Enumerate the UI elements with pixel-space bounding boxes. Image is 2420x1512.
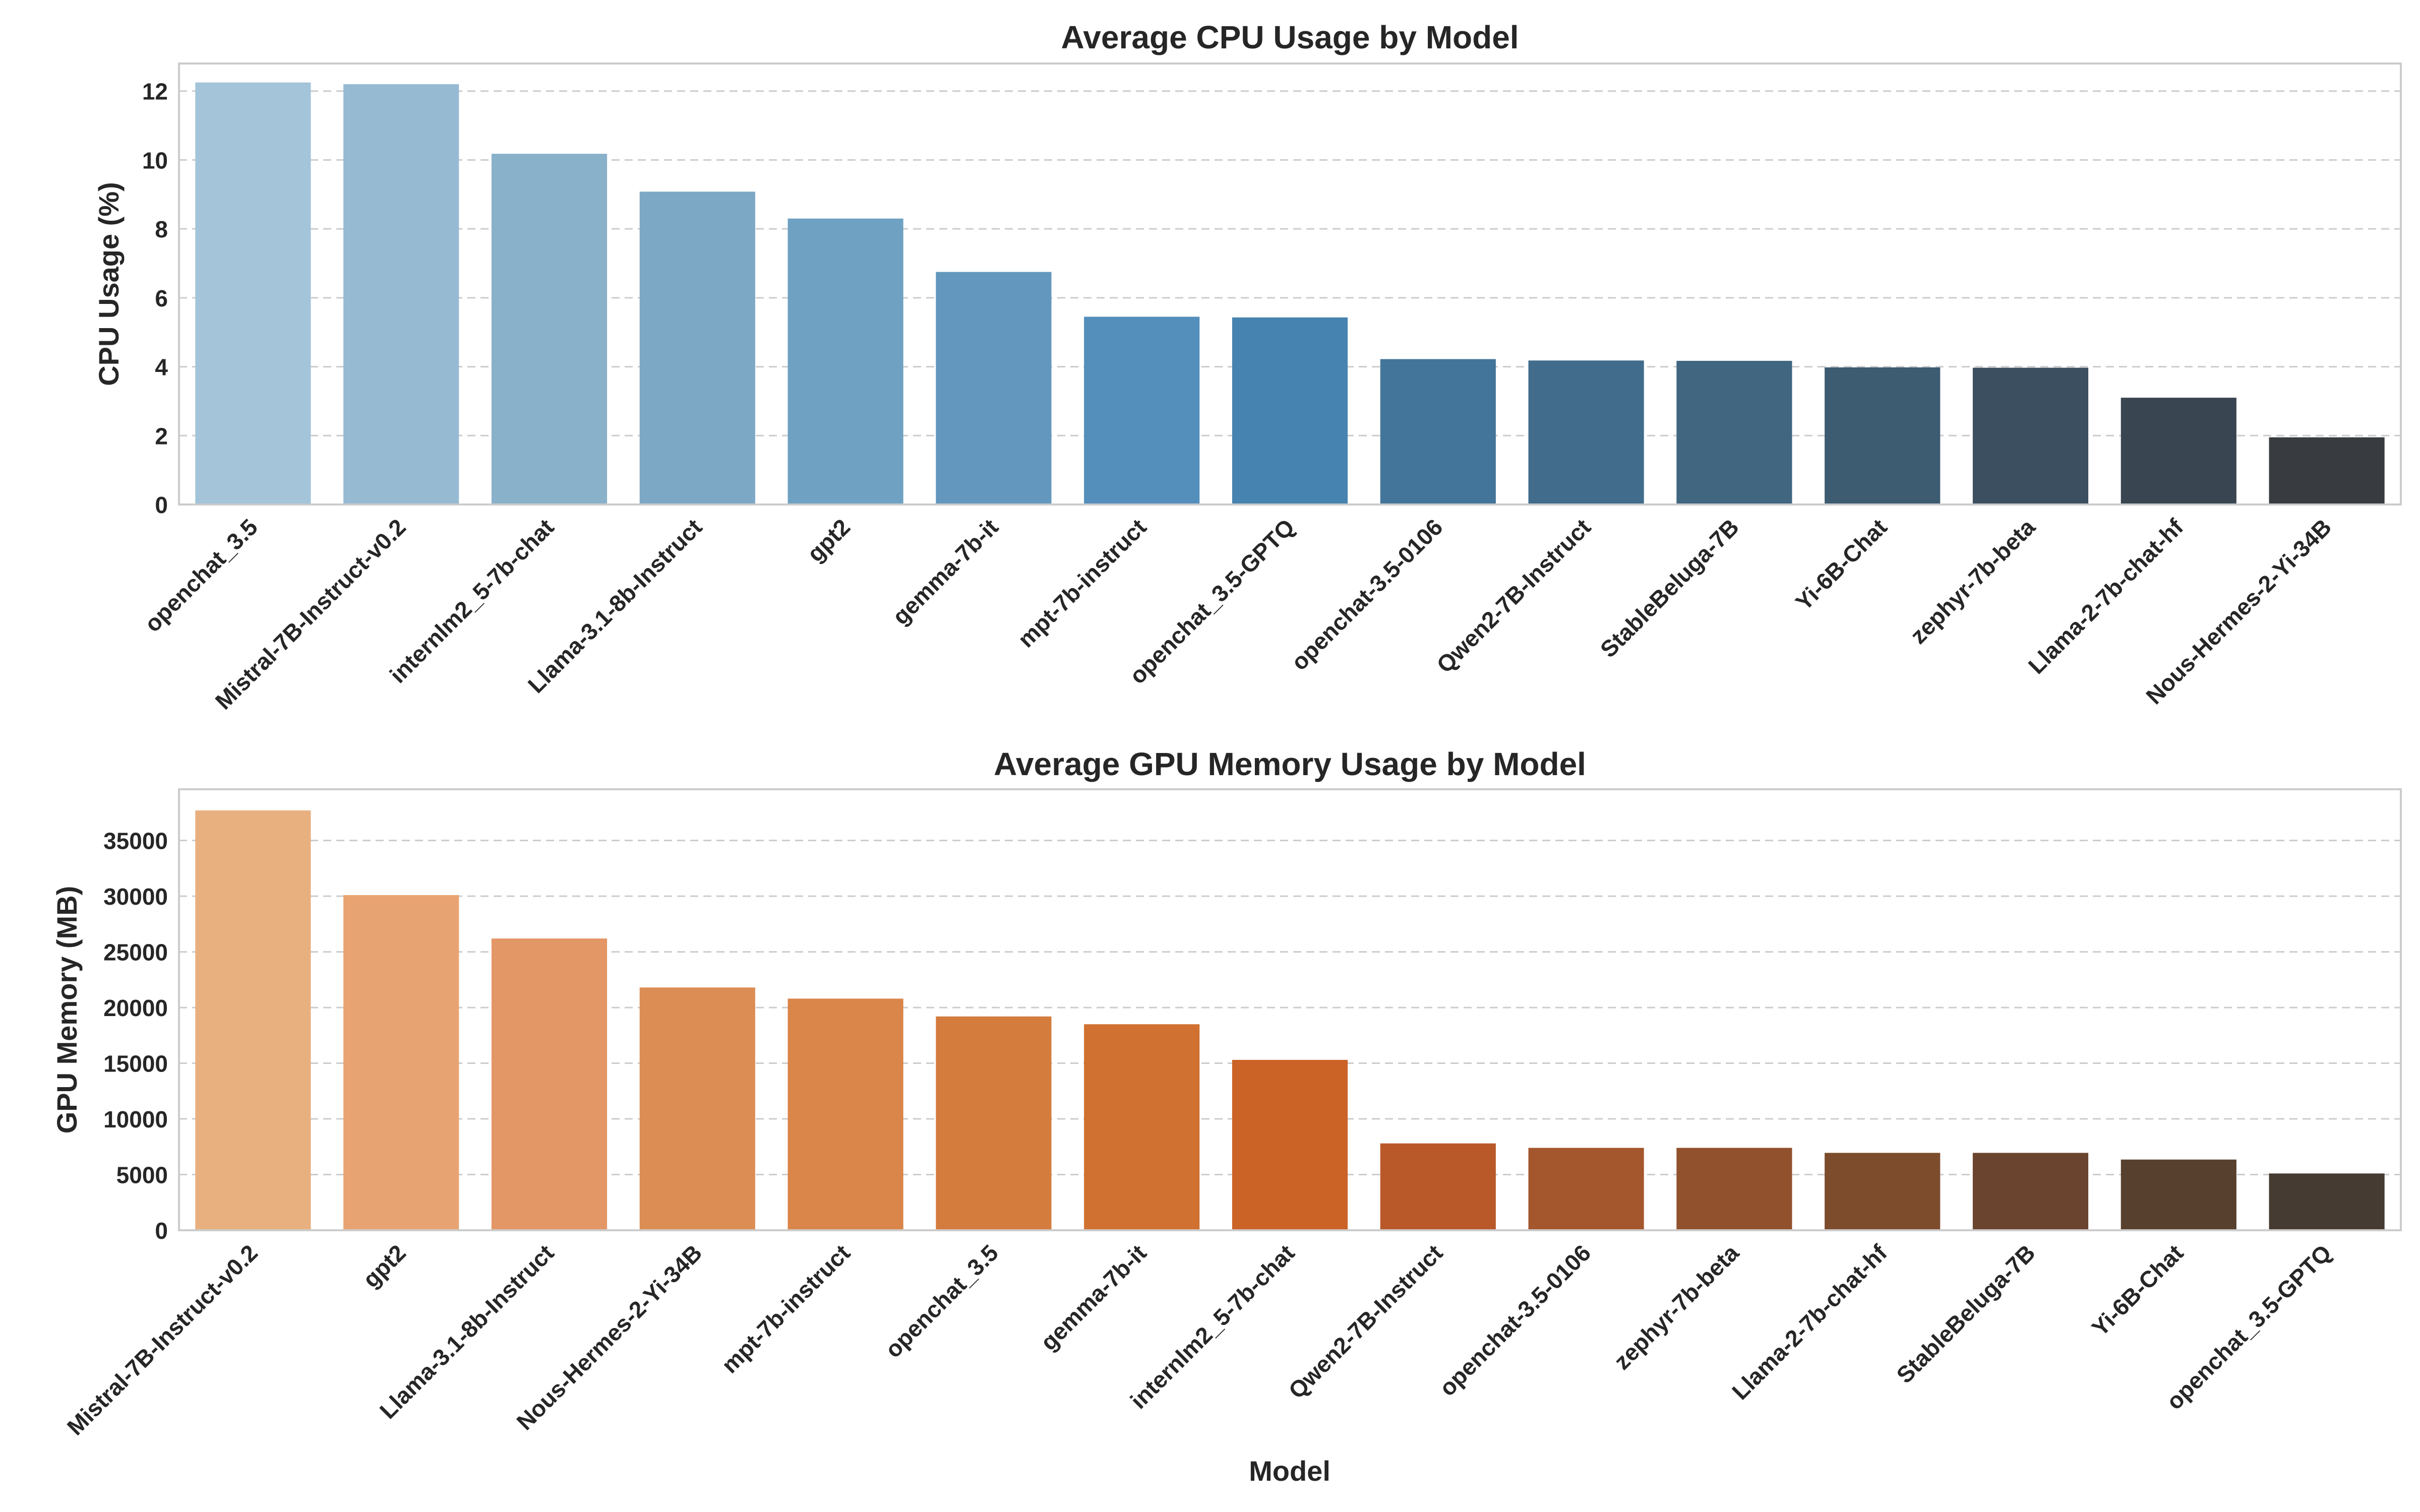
cpu-y-tick-label: 6	[155, 285, 168, 311]
cpu-y-tick-label: 2	[155, 423, 168, 449]
gpu-y-tick-label: 20000	[103, 995, 168, 1021]
gpu-y-tick-label: 0	[155, 1218, 168, 1244]
gpu-bar-stablebeluga-7b	[1972, 1153, 2089, 1230]
cpu-x-tick-label: gpt2	[802, 514, 855, 566]
gpu-x-tick-label: mpt-7b-instruct	[716, 1239, 855, 1378]
gpu-x-tick-label: openchat-3.5-0106	[1434, 1239, 1596, 1401]
gpu-y-tick-label: 25000	[103, 939, 168, 966]
gpu-bar-openchat-3-5-gptq	[2269, 1173, 2385, 1230]
gpu-x-tick-label: Llama-2-7b-chat-hf	[1727, 1239, 1892, 1405]
cpu-y-axis-label: CPU Usage (%)	[93, 182, 125, 386]
cpu-bar-openchat-3-5-0106	[1380, 359, 1496, 505]
cpu-y-tick-label: 8	[155, 216, 168, 242]
gpu-x-tick-label: openchat_3.5	[880, 1239, 1003, 1363]
gpu-x-tick-label: gemma-7b-it	[1036, 1239, 1152, 1355]
gpu-y-tick-label: 30000	[103, 884, 168, 910]
gpu-bar-mistral-7b-instruct-v0-2	[195, 810, 311, 1230]
gpu-bar-mpt-7b-instruct	[788, 998, 903, 1230]
cpu-x-tick-label: openchat_3.5	[139, 514, 263, 637]
gpu-y-tick-label: 35000	[103, 828, 168, 854]
cpu-bar-openchat-3-5	[195, 82, 311, 505]
cpu-x-tick-label: Qwen2-7B-Instruct	[1431, 514, 1596, 678]
gpu-x-tick-label: Yi-6B-Chat	[2087, 1239, 2189, 1341]
cpu-x-tick-label: Llama-3.1-8b-Instruct	[523, 514, 707, 698]
gpu-x-tick-label: Mistral-7B-Instruct-v0.2	[62, 1239, 263, 1440]
gpu-plot-frame	[178, 788, 2402, 1231]
gpu-x-tick-label: internlm2_5-7b-chat	[1125, 1239, 1300, 1414]
gpu-bar-nous-hermes-2-yi-34b	[639, 987, 755, 1230]
cpu-bar-mistral-7b-instruct-v0-2	[343, 84, 459, 505]
gpu-y-tick-label: 10000	[103, 1106, 168, 1132]
cpu-bar-nous-hermes-2-yi-34b	[2269, 437, 2385, 505]
gpu-bar-internlm2-5-7b-chat	[1232, 1059, 1348, 1230]
cpu-y-tick-label: 10	[142, 147, 168, 173]
gpu-bar-yi-6b-chat	[2121, 1159, 2236, 1230]
cpu-bar-llama-2-7b-chat-hf	[2121, 398, 2236, 505]
gpu-bar-llama-2-7b-chat-hf	[1825, 1153, 1941, 1230]
cpu-bar-stablebeluga-7b	[1676, 360, 1792, 505]
cpu-y-tick-label: 0	[155, 492, 168, 518]
gpu-chart-title: Average GPU Memory Usage by Model	[994, 746, 1586, 782]
cpu-x-tick-label: Llama-2-7b-chat-hf	[2023, 514, 2189, 679]
cpu-bar-qwen2-7b-instruct	[1528, 360, 1644, 505]
gpu-x-tick-label: gpt2	[357, 1239, 410, 1292]
cpu-y-tick-label: 12	[142, 79, 168, 105]
cpu-x-tick-label: StableBeluga-7B	[1595, 514, 1744, 662]
gpu-bar-llama-3-1-8b-instruct	[491, 938, 608, 1230]
gpu-x-tick-label: StableBeluga-7B	[1891, 1239, 2040, 1388]
gpu-y-axis-label: GPU Memory (MB)	[51, 886, 83, 1134]
cpu-bar-gemma-7b-it	[936, 272, 1052, 505]
cpu-usage-chart: Average CPU Usage by Model 0 2 4 6 8 10 12 openc…	[93, 19, 2402, 715]
cpu-x-tick-label: openchat_3.5-GPTQ	[1124, 514, 1300, 689]
cpu-plot-frame	[178, 62, 2402, 506]
gpu-x-tick-label: Qwen2-7B-Instruct	[1283, 1239, 1447, 1404]
cpu-x-tick-label: openchat-3.5-0106	[1286, 514, 1448, 675]
gpu-bar-openchat-3-5-0106	[1528, 1148, 1644, 1230]
cpu-y-tick-label: 4	[155, 354, 168, 381]
gpu-memory-chart: Average GPU Memory Usage by Model 0 5000 10…	[51, 746, 2402, 1440]
cpu-x-tick-label: internlm2_5-7b-chat	[385, 514, 559, 688]
cpu-bar-zephyr-7b-beta	[1972, 367, 2089, 505]
cpu-chart-title: Average CPU Usage by Model	[1061, 19, 1519, 55]
gpu-bar-qwen2-7b-instruct	[1380, 1143, 1496, 1230]
cpu-bar-llama-3-1-8b-instruct	[639, 192, 755, 505]
gpu-bar-gemma-7b-it	[1084, 1024, 1200, 1230]
cpu-x-tick-label: zephyr-7b-beta	[1905, 514, 2040, 649]
cpu-x-tick-label: Yi-6B-Chat	[1790, 514, 1892, 615]
gpu-x-tick-label: zephyr-7b-beta	[1609, 1239, 1744, 1374]
cpu-x-tick-label: gemma-7b-it	[887, 514, 1003, 629]
cpu-bar-internlm2-5-7b-chat	[491, 154, 608, 505]
gpu-bar-zephyr-7b-beta	[1676, 1148, 1792, 1230]
gpu-bar-openchat-3-5	[936, 1016, 1052, 1230]
cpu-bar-yi-6b-chat	[1825, 367, 1941, 505]
gpu-bar-gpt2	[343, 895, 459, 1230]
cpu-x-tick-label: mpt-7b-instruct	[1012, 514, 1151, 652]
shared-x-axis-label: Model	[1249, 1455, 1330, 1487]
gpu-x-tick-label: openchat_3.5-GPTQ	[2161, 1239, 2337, 1415]
cpu-bar-openchat-3-5-gptq	[1232, 317, 1348, 505]
gpu-y-tick-label: 15000	[103, 1051, 168, 1077]
cpu-bar-mpt-7b-instruct	[1084, 317, 1200, 505]
gpu-y-tick-label: 5000	[116, 1162, 168, 1188]
cpu-bar-gpt2	[788, 218, 903, 505]
